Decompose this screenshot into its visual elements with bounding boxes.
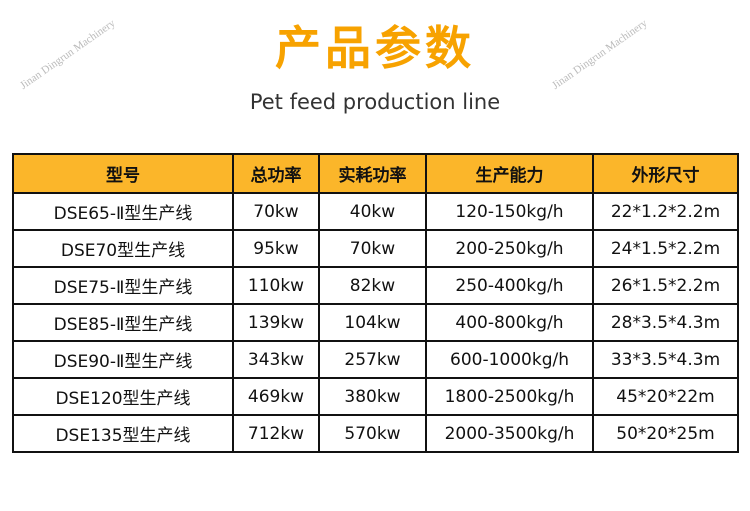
table-cell: 50*20*25m [592,414,739,453]
table-cell: 82kw [318,266,427,305]
column-header: 型号 [12,153,234,194]
table-cell: 110kw [232,266,320,305]
table-cell: DSE135型生产线 [12,414,234,453]
table-cell: 570kw [318,414,427,453]
table-row: DSE85-Ⅱ型生产线 139kw 104kw 400-800kg/h 28*3.5*4… [12,303,739,342]
table-cell: DSE120型生产线 [12,377,234,416]
table-cell: 2000-3500kg/h [425,414,594,453]
table-row: DSE120型生产线 469kw 380kw 1800-2500kg/h 45*20*2… [12,377,739,416]
table-cell: 22*1.2*2.2m [592,192,739,231]
table-cell: 70kw [318,229,427,268]
spec-table: 型号 总功率 实耗功率 生产能力 外形尺寸 DSE65-Ⅱ型生产线 70kw 40kw 120… [12,153,739,453]
table-cell: 95kw [232,229,320,268]
table-cell: DSE70型生产线 [12,229,234,268]
title: 产品参数 [275,21,475,75]
table-cell: 70kw [232,192,320,231]
table-cell: 28*3.5*4.3m [592,303,739,342]
table-cell: 26*1.5*2.2m [592,266,739,305]
table-cell: 343kw [232,340,320,379]
table-cell: 104kw [318,303,427,342]
table-cell: 257kw [318,340,427,379]
table-row: DSE75-Ⅱ型生产线 110kw 82kw 250-400kg/h 26*1.5*2.… [12,266,739,305]
table-cell: 469kw [232,377,320,416]
column-header: 生产能力 [425,153,594,194]
table-cell: 120-150kg/h [425,192,594,231]
table-cell: DSE75-Ⅱ型生产线 [12,266,234,305]
table-cell: 200-250kg/h [425,229,594,268]
table-row: DSE135型生产线 712kw 570kw 2000-3500kg/h 50*20*2… [12,414,739,453]
header-row: 型号 总功率 实耗功率 生产能力 外形尺寸 [12,153,739,194]
table-cell: 24*1.5*2.2m [592,229,739,268]
table-cell: 250-400kg/h [425,266,594,305]
table-row: DSE70型生产线 95kw 70kw 200-250kg/h 24*1.5*2.2m [12,229,739,268]
table-cell: 600-1000kg/h [425,340,594,379]
table-cell: 139kw [232,303,320,342]
table-cell: DSE90-Ⅱ型生产线 [12,340,234,379]
table-cell: DSE65-Ⅱ型生产线 [12,192,234,231]
table-cell: 40kw [318,192,427,231]
table-body: DSE65-Ⅱ型生产线 70kw 40kw 120-150kg/h 22*1.2*2.2… [12,192,739,453]
column-header: 总功率 [232,153,320,194]
subtitle: Pet feed production line [249,90,501,114]
table-cell: DSE85-Ⅱ型生产线 [12,303,234,342]
table-cell: 380kw [318,377,427,416]
table-cell: 33*3.5*4.3m [592,340,739,379]
table-cell: 45*20*22m [592,377,739,416]
column-header: 实耗功率 [318,153,427,194]
table-row: DSE90-Ⅱ型生产线 343kw 257kw 600-1000kg/h 33*3.5*… [12,340,739,379]
table-cell: 1800-2500kg/h [425,377,594,416]
table-cell: 400-800kg/h [425,303,594,342]
table-row: DSE65-Ⅱ型生产线 70kw 40kw 120-150kg/h 22*1.2*2.2… [12,192,739,231]
column-header: 外形尺寸 [592,153,739,194]
table-cell: 712kw [232,414,320,453]
